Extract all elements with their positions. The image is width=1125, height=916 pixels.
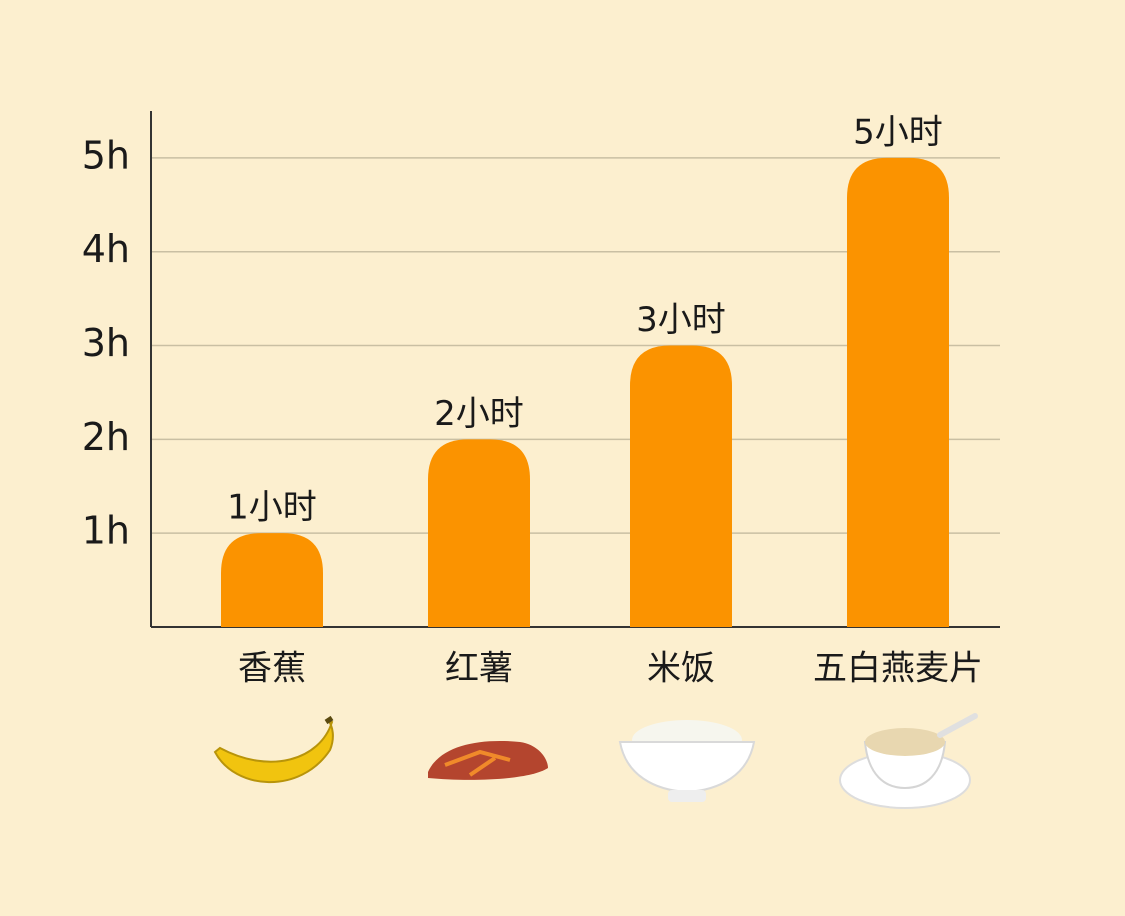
value-label: 2小时 [434, 394, 524, 434]
sweet-potato-icon [428, 740, 548, 780]
x-tick-label: 五白燕麦片 [813, 649, 983, 689]
y-tick-label: 2h [82, 415, 130, 459]
value-label: 5小时 [853, 112, 943, 152]
food-icons [213, 713, 978, 809]
y-tick-label: 1h [82, 509, 130, 553]
value-label: 1小时 [227, 488, 317, 528]
oat-cup-icon [839, 713, 978, 809]
bar [847, 157, 949, 627]
rice-bowl-icon [618, 720, 756, 802]
x-tick-label: 香蕉 [238, 649, 306, 689]
value-label: 3小时 [636, 300, 726, 340]
bar [428, 439, 530, 627]
y-tick-label: 5h [82, 133, 130, 177]
x-tick-label: 红薯 [445, 649, 513, 689]
x-tick-label: 米饭 [647, 649, 715, 689]
y-tick-label: 4h [82, 227, 130, 271]
banana-icon [213, 715, 334, 784]
y-tick-label: 3h [82, 321, 130, 365]
bar [221, 533, 323, 627]
bar [630, 345, 732, 627]
